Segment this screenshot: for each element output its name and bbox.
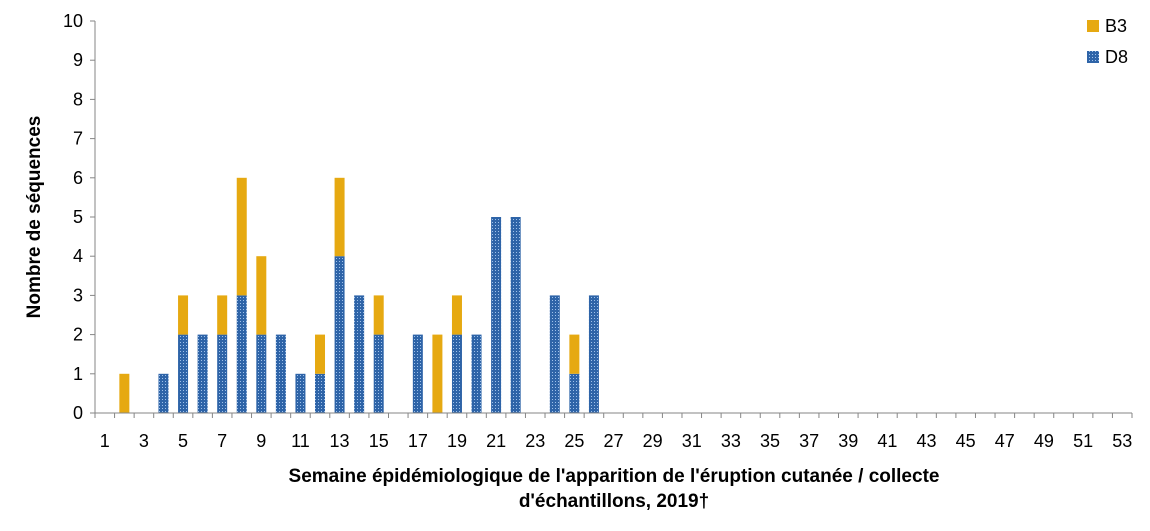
- x-tick-label: 45: [956, 431, 976, 451]
- y-tick-label: 10: [63, 11, 83, 31]
- legend-label-d8: D8: [1105, 47, 1128, 67]
- x-tick-label: 11: [291, 431, 310, 451]
- x-tick-label: 13: [330, 431, 350, 451]
- bar-d8-week-5: [178, 334, 189, 413]
- x-tick-label: 43: [917, 431, 937, 451]
- bars-group: [119, 177, 599, 413]
- x-tick-label: 39: [838, 431, 858, 451]
- bar-b3-week-8: [236, 177, 247, 296]
- x-tick-label: 21: [486, 431, 506, 451]
- bar-d8-week-7: [217, 334, 228, 413]
- x-tick-label: 3: [139, 431, 149, 451]
- bar-d8-week-8: [236, 295, 247, 413]
- x-tick-label: 35: [760, 431, 780, 451]
- x-tick-label: 49: [1034, 431, 1054, 451]
- y-tick-label: 3: [73, 285, 83, 305]
- bar-d8-week-11: [295, 373, 306, 413]
- x-tick-label: 51: [1073, 431, 1093, 451]
- bar-b3-week-25: [569, 334, 580, 374]
- bar-b3-week-2: [119, 373, 130, 413]
- bar-d8-week-20: [471, 334, 482, 413]
- x-tick-label: 29: [643, 431, 663, 451]
- bar-b3-week-13: [334, 177, 345, 257]
- x-tick-label: 25: [564, 431, 584, 451]
- x-tick-label: 37: [799, 431, 819, 451]
- bar-d8-week-25: [569, 373, 580, 413]
- y-axis-title: Nombre de séquences: [24, 116, 45, 319]
- y-tick-label: 0: [73, 403, 83, 423]
- x-tick-label: 7: [217, 431, 227, 451]
- x-ticks-group: 1 3 5 7 9 11 13 15 17 19 21 23 25 27 29 31 33 35 37 39 41 43 4…: [94, 413, 1133, 451]
- bar-b3-week-18: [432, 334, 443, 413]
- bar-b3-week-5: [178, 295, 189, 335]
- x-tick-label: 17: [408, 431, 428, 451]
- x-tick-label: 47: [995, 431, 1015, 451]
- x-tick-label: 53: [1112, 431, 1132, 451]
- x-tick-label: 31: [682, 431, 702, 451]
- x-axis-title-line-1: Semaine épidémiologique de l'apparition …: [289, 466, 940, 487]
- x-tick-label: 9: [256, 431, 266, 451]
- x-tick-label: 41: [877, 431, 897, 451]
- y-tick-label: 2: [73, 325, 83, 345]
- bar-d8-week-14: [354, 295, 365, 413]
- x-tick-label: 5: [178, 431, 188, 451]
- x-axis-title-line-2: d'échantillons, 2019†: [519, 491, 709, 512]
- bar-b3-week-9: [256, 256, 267, 335]
- legend-swatch-b3: [1087, 20, 1099, 32]
- y-ticks-group: 0 1 2 3 4 5 6 7 8 9 10: [63, 11, 95, 423]
- y-tick-label: 4: [73, 246, 83, 266]
- y-tick-label: 8: [73, 89, 83, 109]
- legend-swatch-d8: [1087, 51, 1099, 63]
- bar-b3-week-19: [451, 295, 462, 335]
- bar-d8-week-19: [451, 334, 462, 413]
- bar-d8-week-12: [315, 373, 326, 413]
- bar-d8-week-9: [256, 334, 267, 413]
- y-tick-label: 9: [73, 50, 83, 70]
- bar-d8-week-15: [373, 334, 384, 413]
- bar-d8-week-13: [334, 256, 345, 413]
- bar-d8-week-24: [549, 295, 560, 413]
- bar-d8-week-26: [588, 295, 599, 413]
- y-tick-label: 1: [73, 364, 83, 384]
- x-tick-label: 23: [525, 431, 545, 451]
- legend: B3 D8: [1087, 16, 1128, 67]
- x-tick-label: 15: [369, 431, 389, 451]
- y-tick-label: 6: [73, 168, 83, 188]
- bar-d8-week-6: [197, 334, 208, 413]
- x-tick-label: 33: [721, 431, 741, 451]
- bar-b3-week-15: [373, 295, 384, 335]
- x-tick-label: 19: [447, 431, 467, 451]
- legend-label-b3: B3: [1105, 16, 1127, 36]
- bar-b3-week-7: [217, 295, 228, 335]
- bar-d8-week-17: [412, 334, 423, 413]
- bar-d8-week-10: [275, 334, 286, 413]
- x-tick-label: 27: [603, 431, 623, 451]
- bar-d8-week-21: [491, 217, 502, 413]
- bar-b3-week-12: [315, 334, 326, 374]
- bar-d8-week-22: [510, 217, 521, 413]
- x-tick-label: 1: [100, 431, 110, 451]
- y-tick-label: 7: [73, 129, 83, 149]
- y-tick-label: 5: [73, 207, 83, 227]
- bar-d8-week-4: [158, 373, 169, 413]
